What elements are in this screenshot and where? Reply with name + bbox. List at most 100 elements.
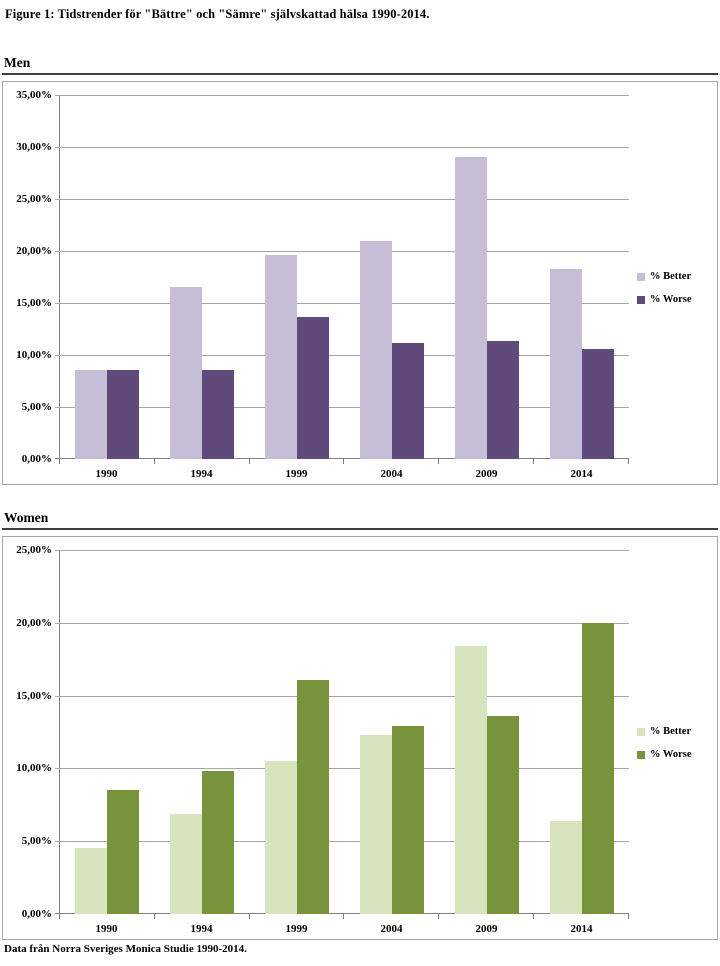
legend-swatch-worse bbox=[637, 295, 645, 304]
chart-men: 0,00% 5,00% 10,00% 15,00% 20,00% 25,00% 30,00%… bbox=[2, 81, 718, 485]
y-axis-tick-label: 20,00% bbox=[16, 616, 52, 629]
gridline-0 bbox=[55, 913, 629, 914]
bar-better-2014 bbox=[549, 268, 582, 459]
bar-worse-1990 bbox=[107, 369, 140, 459]
gridline-20 bbox=[55, 251, 629, 252]
y-axis-tick-label: 5,00% bbox=[21, 401, 52, 413]
y-axis-tick-label: 10,00% bbox=[16, 762, 52, 775]
x-axis-label-1990: 1990 bbox=[95, 923, 118, 935]
bar-better-2014 bbox=[549, 820, 582, 914]
bar-better-2004 bbox=[359, 240, 392, 459]
x-axis-labels: 1990 1994 1999 2004 2009 2014 bbox=[59, 464, 629, 480]
bar-group-1990 bbox=[60, 550, 155, 914]
page-title: Figure 1: Tidstrender för "Bättre" och "… bbox=[5, 7, 430, 21]
x-axis-label-2014: 2014 bbox=[570, 923, 593, 935]
legend-item-worse: % Worse bbox=[637, 749, 717, 760]
bar-better-2009 bbox=[454, 157, 487, 459]
bar-better-2004 bbox=[359, 734, 392, 914]
bar-group-1999 bbox=[250, 550, 345, 914]
y-axis-tick-label: 25,00% bbox=[16, 544, 52, 556]
x-axis-tick bbox=[534, 914, 629, 919]
x-axis-tick bbox=[534, 459, 629, 464]
bar-worse-2014 bbox=[581, 622, 614, 914]
bar-better-1999 bbox=[265, 255, 298, 459]
x-axis-tick bbox=[155, 459, 250, 464]
y-axis-tick-label: 35,00% bbox=[16, 89, 52, 101]
gridline-5 bbox=[55, 841, 629, 843]
bar-better-1994 bbox=[170, 813, 203, 914]
bar-group-2004 bbox=[344, 550, 439, 914]
gridline-10 bbox=[55, 355, 629, 356]
section-women: Women 0,00% 5,00% 10,00% 15,00% 20,00% 25,00%… bbox=[2, 510, 718, 940]
legend-item-worse: % Worse bbox=[637, 294, 717, 305]
x-axis-label-2009: 2009 bbox=[475, 468, 498, 480]
plot-column: 0,00% 5,00% 10,00% 15,00% 20,00% 25,00% 30,00%… bbox=[16, 89, 629, 481]
gridline-25 bbox=[55, 199, 629, 200]
bar-better-1999 bbox=[265, 761, 298, 914]
x-axis-tick bbox=[60, 459, 155, 464]
x-axis-label-1999: 1999 bbox=[285, 923, 308, 935]
bar-worse-2014 bbox=[581, 348, 614, 459]
bar-group-1990 bbox=[60, 95, 155, 459]
y-axis-label-column bbox=[3, 550, 59, 936]
bar-worse-2004 bbox=[391, 342, 424, 459]
x-axis-label-2014: 2014 bbox=[570, 468, 593, 480]
y-axis-tick-label: 0,00% bbox=[21, 908, 52, 920]
bar-worse-2009 bbox=[486, 715, 519, 914]
gridline-25 bbox=[55, 550, 629, 551]
legend-swatch-better bbox=[637, 727, 645, 736]
bar-group-2009 bbox=[439, 95, 534, 459]
bar-worse-1999 bbox=[297, 679, 330, 914]
gridline-10 bbox=[55, 768, 629, 770]
legend: % Better % Worse bbox=[629, 550, 717, 936]
x-axis-tick-strip bbox=[59, 459, 629, 464]
bar-group-1994 bbox=[155, 95, 250, 459]
bar-group-2004 bbox=[344, 95, 439, 459]
bar-worse-2004 bbox=[391, 726, 424, 914]
gridline-30 bbox=[55, 147, 629, 148]
x-axis-tick bbox=[155, 914, 250, 919]
bar-group-1999 bbox=[250, 95, 345, 459]
chart-women: 0,00% 5,00% 10,00% 15,00% 20,00% 25,00% 1990 1… bbox=[2, 536, 718, 940]
bar-worse-1994 bbox=[202, 369, 235, 459]
bar-group-2009 bbox=[439, 550, 534, 914]
x-axis-label-1994: 1994 bbox=[190, 923, 213, 935]
x-axis-label-1990: 1990 bbox=[95, 468, 118, 480]
section-men: Men 0,00% 5,00% 10,00% 15,00% 20,00% 25,00% 30… bbox=[2, 55, 718, 485]
legend-label: % Better bbox=[650, 726, 692, 737]
x-axis-tick bbox=[344, 914, 440, 919]
x-axis-labels: 1990 1994 1999 2004 2009 2014 bbox=[59, 919, 629, 935]
legend-swatch-better bbox=[637, 272, 645, 281]
legend: % Better % Worse bbox=[629, 95, 717, 481]
bar-better-1994 bbox=[170, 287, 203, 459]
y-axis-tick-label: 25,00% bbox=[16, 193, 52, 205]
legend-item-better: % Better bbox=[637, 271, 717, 282]
y-axis-tick-label: 15,00% bbox=[16, 689, 52, 702]
x-axis-tick bbox=[344, 459, 440, 464]
y-axis-tick-label: 10,00% bbox=[16, 349, 52, 361]
bar-worse-2009 bbox=[486, 341, 519, 459]
x-axis-tick bbox=[250, 914, 345, 919]
bar-worse-1999 bbox=[297, 316, 330, 459]
x-axis-label-1994: 1994 bbox=[190, 468, 213, 480]
bar-worse-1994 bbox=[202, 771, 235, 914]
legend-item-better: % Better bbox=[637, 726, 717, 737]
bars-layer bbox=[60, 95, 629, 459]
gridline-15 bbox=[55, 695, 629, 697]
legend-swatch-worse bbox=[637, 750, 645, 759]
bar-better-2009 bbox=[454, 646, 487, 914]
y-axis-tick-label: 0,00% bbox=[21, 453, 52, 465]
chart-title-women: Women bbox=[2, 510, 718, 530]
y-axis-tick-label: 5,00% bbox=[21, 835, 52, 848]
x-axis-tick bbox=[60, 914, 155, 919]
gridline-20 bbox=[55, 622, 629, 624]
bars-layer bbox=[60, 550, 629, 914]
gridline-0 bbox=[55, 458, 629, 459]
x-axis-tick bbox=[439, 459, 535, 464]
plot-area: 0,00% 5,00% 10,00% 15,00% 20,00% 25,00% 30,00%… bbox=[16, 89, 629, 465]
gridline-5 bbox=[55, 407, 629, 408]
y-axis-tick-label: 15,00% bbox=[16, 297, 52, 309]
legend-label: % Worse bbox=[650, 294, 692, 305]
gridline-15 bbox=[55, 303, 629, 304]
x-axis-tick bbox=[250, 459, 345, 464]
